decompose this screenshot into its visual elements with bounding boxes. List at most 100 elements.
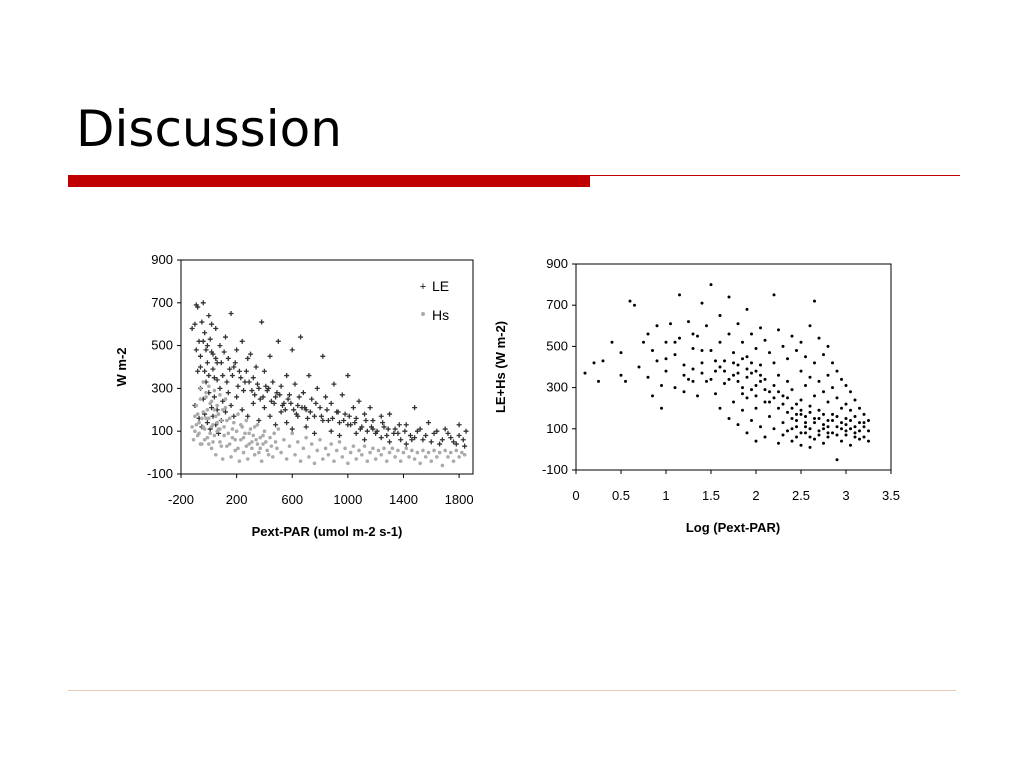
chart1-point: [435, 455, 439, 459]
chart1-point: [247, 442, 251, 446]
chart1-point: [193, 414, 197, 419]
chart1-y-ticks: -100 100 300 500 700 900: [147, 252, 181, 481]
chart1-point: [252, 392, 258, 398]
chart1-point: [257, 450, 261, 455]
chart1-point: [191, 437, 196, 442]
chart1-point: [412, 435, 418, 441]
chart1-point: [307, 409, 313, 415]
chart1-point: [232, 360, 238, 366]
chart1-point: [364, 428, 370, 434]
chart1-point: [454, 448, 459, 453]
chart1-point: [211, 440, 215, 444]
chart1-point: [252, 452, 257, 457]
chart1-point: [205, 408, 210, 412]
chart1-point: [208, 431, 212, 436]
chart1-point: [202, 330, 208, 336]
chart1-point: [223, 405, 228, 410]
chart1-point: [457, 455, 461, 459]
chart1-point: [264, 440, 268, 444]
chart1-point: [313, 400, 319, 406]
chart1-point: [432, 448, 436, 453]
chart1-point: [410, 448, 414, 453]
chart1-point: [353, 430, 359, 436]
chart1-point: [345, 373, 351, 379]
chart1-point: [195, 412, 200, 416]
chart1-point: [200, 300, 206, 306]
chart1-point: [225, 390, 231, 396]
chart1-point: [261, 368, 267, 374]
chart1-point: [412, 405, 418, 411]
chart1-y-tick-label: 300: [151, 380, 173, 395]
chart1-point: [440, 463, 445, 468]
chart1-point: [393, 455, 397, 459]
chart1-point: [434, 428, 440, 434]
chart1-point: [348, 450, 353, 455]
chart1-point: [210, 366, 216, 372]
chart1-point: [324, 407, 330, 413]
chart1-x-tick-label: 1800: [445, 492, 474, 507]
chart1-point: [417, 426, 423, 432]
chart1-point: [341, 418, 347, 423]
chart1-point: [362, 444, 367, 448]
chart1-point: [193, 429, 197, 434]
chart1-point: [309, 442, 314, 446]
chart1-point: [335, 409, 341, 415]
chart1-point: [362, 437, 368, 443]
chart1-point: [448, 435, 454, 441]
chart1-point: [339, 392, 345, 398]
chart1-point: [368, 450, 372, 455]
chart1-point: [423, 455, 428, 459]
chart1-point: [398, 437, 404, 443]
chart1-point: [209, 446, 214, 451]
chart1-point: [209, 405, 215, 411]
chart1-point: [220, 398, 226, 404]
chart1-point: [298, 459, 303, 463]
chart1-point: [256, 385, 262, 391]
chart1-point: [197, 431, 201, 436]
chart1-point: [387, 450, 392, 455]
chart1-y-tick-label: 900: [151, 252, 173, 267]
chart1-y-tick-label: 500: [151, 338, 173, 353]
chart1-point: [194, 403, 199, 408]
chart1-point: [254, 381, 260, 387]
chart1-point: [317, 405, 323, 411]
chart1-point: [222, 334, 228, 340]
chart1-point: [230, 427, 235, 431]
chart1-point: [288, 400, 294, 406]
chart1-point: [209, 321, 215, 327]
chart1-point: [451, 459, 456, 463]
chart1-x-ticks: -200 200 600 1000 1400 1800: [168, 474, 474, 507]
chart1-point: [251, 433, 256, 438]
chart1-point: [246, 379, 252, 385]
chart1-series-hs: [190, 380, 467, 468]
chart1-point: [279, 450, 283, 455]
chart1-point: [332, 459, 336, 463]
chart1-point: [204, 420, 210, 426]
chart1-point: [287, 444, 292, 448]
chart1-point: [267, 413, 273, 419]
chart1-point: [340, 455, 345, 459]
chart1-point: [303, 424, 309, 430]
chart1-point: [395, 430, 401, 436]
chart1-point: [258, 446, 263, 451]
chart1-point: [363, 418, 369, 423]
chart1-point: [318, 413, 324, 419]
chart1-point: [228, 403, 234, 409]
chart1-point: [321, 457, 325, 461]
chart1-point: [195, 304, 201, 310]
chart1-point: [236, 446, 240, 451]
chart1-series-le: [189, 300, 469, 449]
chart1-point: [248, 351, 254, 357]
chart1-point: [346, 413, 352, 419]
chart1-point: [371, 446, 375, 451]
chart1-point: [420, 437, 426, 443]
chart1-point: [293, 411, 299, 417]
chart1-point: [378, 435, 384, 441]
chart1-point: [462, 452, 467, 457]
chart1-point: [284, 373, 290, 379]
chart1-point: [284, 420, 290, 426]
chart1-point: [352, 420, 358, 426]
chart1-point: [396, 422, 402, 428]
chart1-point: [315, 448, 320, 453]
chart1-point: [269, 444, 274, 448]
